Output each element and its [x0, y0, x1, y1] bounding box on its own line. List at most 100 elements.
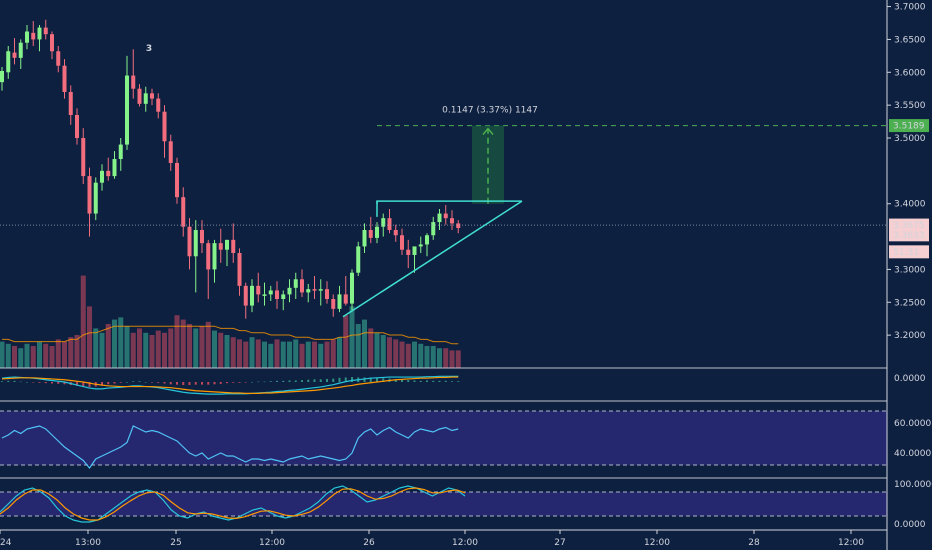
candle[interactable] — [300, 269, 304, 298]
rsi-panel[interactable] — [0, 410, 887, 469]
candle[interactable] — [106, 157, 111, 181]
candle[interactable] — [187, 218, 192, 270]
candle[interactable] — [387, 208, 392, 234]
candle[interactable] — [412, 246, 417, 273]
candle-body — [337, 294, 342, 309]
candle[interactable] — [400, 228, 404, 255]
candle[interactable] — [450, 210, 454, 230]
candle[interactable] — [443, 205, 448, 225]
candle[interactable] — [0, 67, 4, 91]
candle[interactable] — [50, 31, 54, 60]
candle[interactable] — [325, 281, 329, 304]
candle-body — [81, 138, 86, 177]
candle[interactable] — [156, 93, 161, 119]
candle[interactable] — [343, 276, 348, 306]
price-panel[interactable]: 3 — [0, 19, 461, 368]
candle[interactable] — [175, 157, 179, 204]
candle[interactable] — [250, 279, 254, 313]
candle[interactable] — [118, 138, 123, 171]
candle[interactable] — [87, 167, 92, 237]
candle[interactable] — [281, 290, 286, 311]
price-tick-label: 3.2500 — [894, 298, 926, 308]
candle[interactable] — [125, 55, 129, 150]
candle[interactable] — [306, 283, 311, 303]
candle[interactable] — [456, 220, 461, 234]
candle[interactable] — [262, 282, 267, 306]
candle[interactable] — [43, 19, 48, 40]
candle[interactable] — [356, 241, 361, 276]
candle[interactable] — [12, 38, 17, 65]
candle[interactable] — [225, 239, 229, 267]
candle[interactable] — [137, 84, 142, 107]
price-tick-label: 3.5500 — [894, 101, 926, 111]
candle[interactable] — [381, 213, 386, 237]
candle[interactable] — [31, 21, 36, 46]
candle[interactable] — [206, 239, 211, 299]
candle[interactable] — [100, 164, 104, 191]
candle[interactable] — [268, 285, 273, 301]
candle[interactable] — [337, 285, 342, 313]
candle[interactable] — [375, 222, 379, 244]
candle[interactable] — [362, 223, 367, 253]
current-price-tag[interactable]: 3.3675 — [889, 218, 929, 232]
candle[interactable] — [181, 187, 186, 237]
candle[interactable] — [18, 39, 23, 69]
candle[interactable] — [150, 88, 154, 106]
candle-body — [181, 197, 186, 227]
candle[interactable] — [193, 220, 198, 293]
candle[interactable] — [143, 86, 148, 112]
stoch-panel[interactable] — [0, 485, 887, 523]
candle[interactable] — [162, 105, 167, 158]
candle[interactable] — [425, 233, 429, 257]
candle[interactable] — [437, 208, 442, 230]
candle[interactable] — [293, 272, 298, 299]
candle[interactable] — [318, 279, 323, 306]
macd-panel[interactable] — [1, 375, 460, 395]
prev-price-tag[interactable]: 3.3633 — [889, 228, 929, 242]
candle[interactable] — [212, 239, 217, 283]
candle[interactable] — [6, 46, 11, 79]
time-axis[interactable]: 24 13:00 25 12:00 26 12:00 27 12:00 28 12:00 — [0, 529, 887, 548]
candle[interactable] — [406, 239, 411, 269]
candle[interactable] — [368, 216, 373, 244]
candle[interactable] — [56, 46, 61, 73]
price-axis[interactable]: 3.7000 3.6500 3.6000 3.5500 3.5000 3.4000 3.30… — [886, 0, 932, 550]
candle[interactable] — [350, 269, 354, 311]
candle[interactable] — [256, 272, 261, 303]
candle[interactable] — [81, 128, 86, 184]
candle[interactable] — [418, 236, 423, 253]
candle[interactable] — [68, 85, 73, 125]
candle[interactable] — [312, 276, 317, 299]
macd-histogram-bar — [138, 381, 141, 382]
countdown-tag[interactable]: 51:31 — [889, 245, 929, 259]
candle[interactable] — [287, 279, 292, 303]
volume-bar — [343, 315, 349, 368]
candle[interactable] — [62, 59, 67, 99]
candle[interactable] — [393, 224, 398, 242]
candle-body — [12, 52, 17, 58]
candle[interactable] — [231, 223, 236, 263]
candle[interactable] — [431, 216, 436, 240]
candle[interactable] — [131, 49, 136, 99]
drawing-overlay[interactable]: 0.1147 (3.37%) 1147 — [0, 106, 887, 479]
candle[interactable] — [168, 134, 173, 171]
target-price-tag[interactable]: 3.5189 — [889, 119, 929, 133]
candle[interactable] — [200, 220, 204, 253]
volume-bar — [455, 350, 461, 368]
triangle-bottom-line[interactable] — [342, 200, 523, 318]
candle[interactable] — [275, 281, 279, 309]
macd-histogram-bar — [126, 382, 128, 383]
candle[interactable] — [25, 24, 29, 50]
candle[interactable] — [237, 248, 242, 296]
candle[interactable] — [331, 294, 336, 317]
candle[interactable] — [75, 108, 79, 145]
candle[interactable] — [37, 24, 42, 52]
candle[interactable] — [218, 228, 223, 263]
candle[interactable] — [112, 151, 117, 179]
volume-bar — [330, 339, 336, 368]
volume-bar — [55, 339, 61, 368]
candle[interactable] — [243, 282, 248, 319]
candle[interactable] — [93, 177, 98, 221]
macd-histogram-bar — [307, 379, 310, 382]
